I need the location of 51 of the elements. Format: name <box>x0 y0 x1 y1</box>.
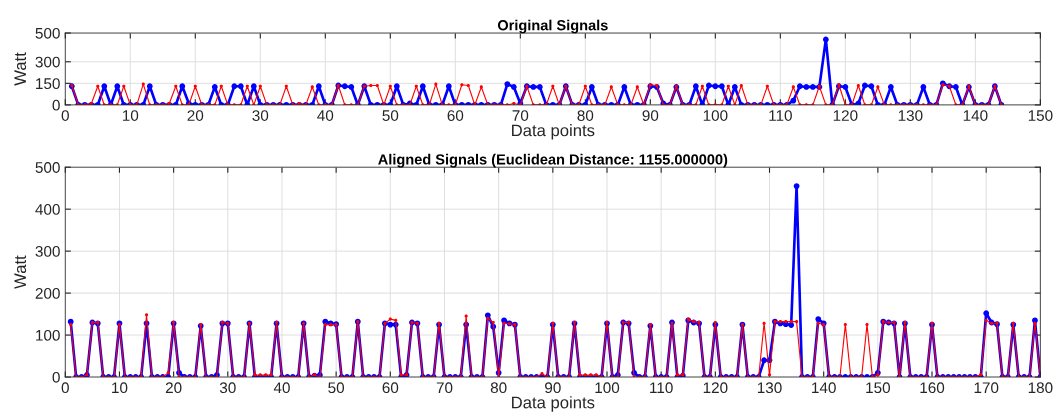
y-tick-label: 500 <box>35 162 60 173</box>
x-tick-label: 100 <box>703 110 728 121</box>
x-tick-label: 130 <box>898 110 923 121</box>
y-axis-title: Watt <box>14 255 27 289</box>
x-tick-label: 30 <box>252 110 269 121</box>
x-tick-label: 20 <box>165 382 182 394</box>
chart-title: Aligned Signals (Euclidean Distance: 1155.000000) <box>378 153 728 168</box>
x-tick-label: 0 <box>61 110 69 121</box>
x-tick-label: 80 <box>490 382 507 394</box>
y-axis-title: Watt <box>14 52 27 86</box>
x-axis-title: Data points <box>512 124 595 140</box>
x-tick-label: 100 <box>595 382 620 394</box>
x-tick-label: 80 <box>577 110 594 121</box>
x-tick-label: 50 <box>328 382 345 394</box>
x-tick-label: 70 <box>512 110 529 121</box>
x-tick-label: 10 <box>112 382 128 394</box>
y-tick-label: 100 <box>36 329 60 341</box>
x-tick-label: 0 <box>61 382 69 394</box>
y-tick-label: 500 <box>35 27 60 39</box>
y-tick-label: 0 <box>52 371 60 383</box>
x-tick-label: 140 <box>812 382 836 394</box>
x-tick-label: 20 <box>187 110 204 121</box>
x-tick-label: 120 <box>833 110 858 121</box>
x-tick-label: 60 <box>447 110 464 121</box>
x-tick-label: 180 <box>1028 382 1053 394</box>
x-tick-label: 150 <box>866 382 890 394</box>
x-tick-label: 90 <box>545 382 561 394</box>
x-tick-label: 120 <box>703 382 728 394</box>
x-tick-label: 130 <box>757 382 782 394</box>
y-tick-label: 200 <box>35 287 60 299</box>
x-tick-label: 160 <box>920 382 945 394</box>
x-tick-label: 10 <box>122 110 139 121</box>
x-tick-label: 40 <box>273 382 290 394</box>
x-tick-label: 70 <box>436 382 453 394</box>
x-tick-label: 50 <box>382 110 399 121</box>
x-tick-label: 170 <box>974 382 999 394</box>
x-tick-label: 150 <box>1028 110 1053 121</box>
x-tick-label: 60 <box>382 382 399 394</box>
y-tick-label: 150 <box>36 78 60 90</box>
y-tick-label: 0 <box>52 99 60 111</box>
x-tick-label: 110 <box>769 110 792 121</box>
y-tick-label: 300 <box>35 56 60 68</box>
x-tick-label: 90 <box>642 110 659 121</box>
y-tick-label: 400 <box>35 204 60 215</box>
x-tick-label: 140 <box>963 110 988 121</box>
y-tick-label: 300 <box>35 246 60 257</box>
x-axis-title: Data points <box>512 396 595 412</box>
x-tick-label: 30 <box>219 382 236 394</box>
x-tick-label: 110 <box>650 382 673 394</box>
x-tick-label: 40 <box>317 110 334 121</box>
chart-title: Original Signals <box>497 19 608 34</box>
